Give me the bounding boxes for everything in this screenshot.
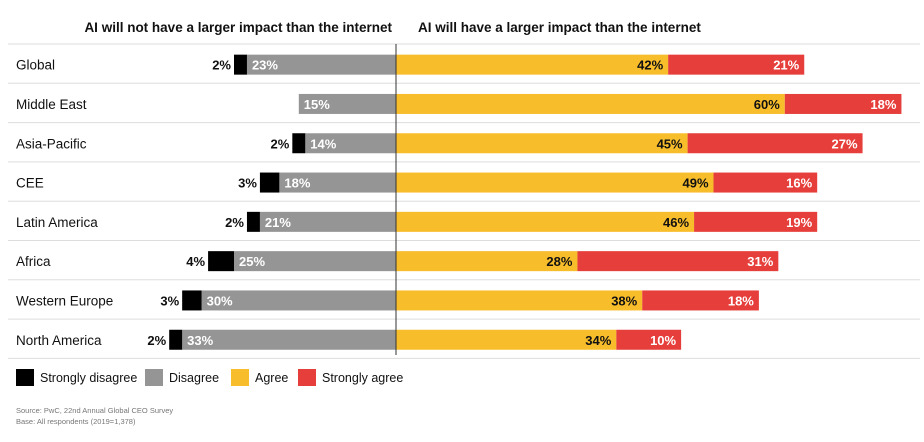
bar-agree: [396, 290, 643, 311]
label-strongly-agree: 18%: [728, 293, 754, 308]
label-strongly-agree: 27%: [832, 136, 858, 151]
label-agree: 45%: [657, 136, 683, 151]
label-disagree: 15%: [304, 97, 330, 112]
legend-label: Disagree: [169, 371, 219, 385]
label-agree: 49%: [682, 176, 708, 191]
legend: Strongly disagree Disagree Agree Strongly a…: [16, 369, 403, 386]
label-strongly-agree: 10%: [650, 333, 676, 348]
category-label: North America: [16, 333, 102, 348]
bar-agree: [396, 329, 617, 350]
base-note: Base: All respondents (2019=1,378): [16, 417, 136, 426]
bar-strongly-agree: [668, 54, 805, 75]
label-agree: 38%: [611, 293, 637, 308]
label-strongly-disagree: 3%: [238, 176, 257, 191]
label-agree: 28%: [546, 254, 572, 269]
category-label: Western Europe: [16, 293, 113, 308]
bar-strongly-agree: [642, 290, 759, 311]
bar-agree: [396, 133, 688, 154]
legend-swatch: [231, 369, 249, 386]
bar-agree: [396, 251, 578, 272]
label-strongly-disagree: 3%: [160, 293, 179, 308]
label-disagree: 18%: [284, 176, 310, 191]
label-strongly-disagree: 2%: [271, 136, 290, 151]
bar-agree: [396, 54, 669, 75]
bar-strongly-disagree: [208, 251, 234, 272]
bar-strongly-disagree: [292, 133, 306, 154]
bar-strongly-agree: [694, 211, 818, 232]
bar-strongly-agree: [616, 329, 682, 350]
right-header: AI will have a larger impact than the in…: [418, 20, 701, 35]
category-label: Latin America: [16, 215, 98, 230]
left-header: AI will not have a larger impact than th…: [84, 20, 392, 35]
label-agree: 34%: [585, 333, 611, 348]
bar-strongly-disagree: [259, 172, 280, 193]
legend-swatch: [145, 369, 163, 386]
label-strongly-disagree: 4%: [186, 254, 205, 269]
label-agree: 46%: [663, 215, 689, 230]
bar-strongly-disagree: [182, 290, 202, 311]
bar-disagree: [279, 172, 396, 193]
label-agree: 42%: [637, 58, 663, 73]
label-strongly-agree: 31%: [747, 254, 773, 269]
label-strongly-disagree: 2%: [225, 215, 244, 230]
label-strongly-agree: 21%: [773, 58, 799, 73]
label-disagree: 23%: [252, 58, 278, 73]
label-disagree: 21%: [265, 215, 291, 230]
bar-disagree: [259, 211, 396, 232]
category-label: CEE: [16, 176, 44, 191]
bar-agree: [396, 172, 714, 193]
bar-strongly-disagree: [246, 211, 260, 232]
bar-disagree: [182, 329, 396, 350]
label-strongly-agree: 18%: [870, 97, 896, 112]
label-strongly-disagree: 2%: [147, 333, 166, 348]
bar-disagree: [234, 251, 396, 272]
bar-disagree: [201, 290, 396, 311]
legend-swatch: [298, 369, 316, 386]
label-strongly-agree: 19%: [786, 215, 812, 230]
label-disagree: 30%: [207, 293, 233, 308]
legend-swatch: [16, 369, 34, 386]
category-label: Asia-Pacific: [16, 136, 87, 151]
label-disagree: 25%: [239, 254, 265, 269]
label-strongly-disagree: 2%: [212, 58, 231, 73]
label-agree: 60%: [754, 97, 780, 112]
category-label: Global: [16, 58, 55, 73]
label-disagree: 14%: [310, 136, 336, 151]
bar-strongly-disagree: [169, 329, 183, 350]
bar-strongly-disagree: [234, 54, 247, 75]
bar-agree: [396, 93, 785, 114]
bar-strongly-agree: [713, 172, 818, 193]
category-label: Africa: [16, 254, 51, 269]
bar-strongly-agree: [577, 251, 779, 272]
legend-label: Strongly agree: [322, 371, 403, 385]
label-disagree: 33%: [187, 333, 213, 348]
bar-disagree: [305, 133, 396, 154]
bar-agree: [396, 211, 695, 232]
label-strongly-agree: 16%: [786, 176, 812, 191]
legend-label: Agree: [255, 371, 288, 385]
bar-strongly-agree: [687, 133, 863, 154]
category-label: Middle East: [16, 97, 87, 112]
legend-label: Strongly disagree: [40, 371, 137, 385]
bar-disagree: [246, 54, 396, 75]
bar-disagree: [298, 93, 396, 114]
source-note: Source: PwC, 22nd Annual Global CEO Surv…: [16, 406, 173, 415]
bar-strongly-agree: [784, 93, 902, 114]
